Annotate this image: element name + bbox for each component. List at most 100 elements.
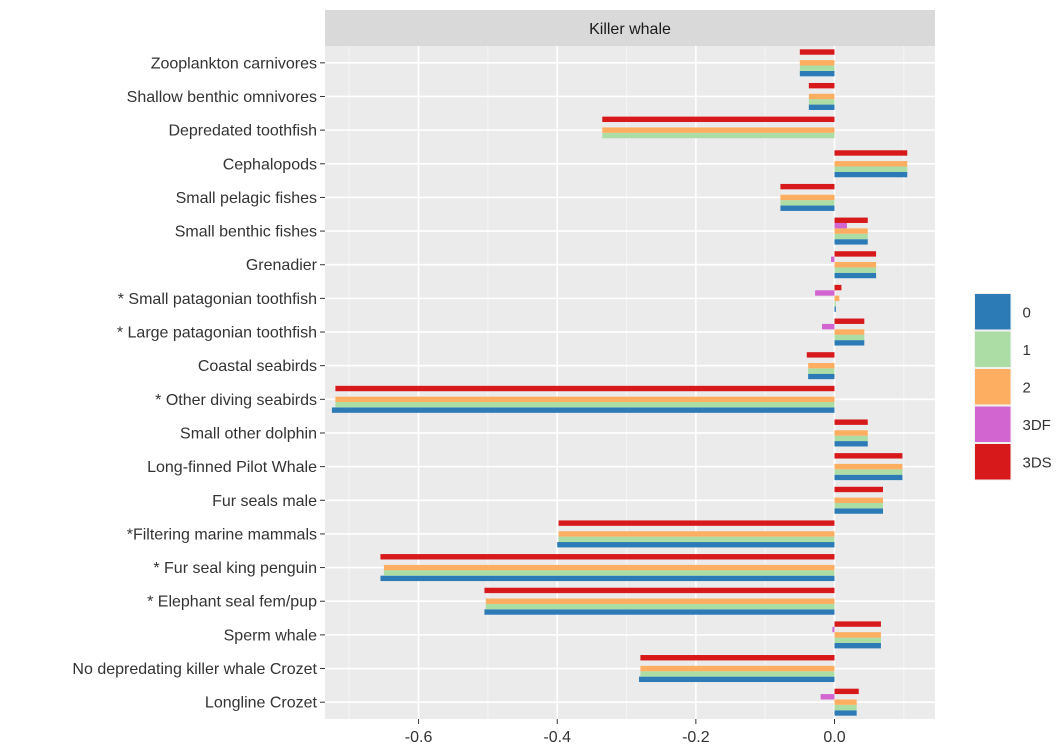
legend-swatch-3df [975,406,1011,442]
legend-label: 3DF [1023,417,1051,434]
bar-2 [834,295,840,302]
bar-3ds [834,150,908,156]
legend-swatch-2 [975,369,1011,405]
bar-0 [380,575,835,582]
bar-1 [383,570,835,576]
legend-label: 2 [1023,379,1031,396]
bar-3ds [834,453,903,459]
bar-2 [640,665,835,672]
bar-3ds [640,655,835,661]
bar-2 [834,699,857,705]
bar-1 [834,637,881,643]
bar-1 [834,704,857,711]
bar-3ds [806,352,835,358]
bar-3ds [380,554,835,560]
x-tick-label: -0.2 [682,729,710,746]
bar-0 [834,710,857,716]
y-tick-label: * Fur seal king penguin [153,560,317,577]
y-tick-label: Fur seals male [212,493,317,510]
bar-2 [834,497,884,503]
bar-0 [639,676,835,683]
bar-0 [834,239,868,245]
bar-3ds [799,49,835,55]
y-tick-label: Coastal seabirds [198,358,317,375]
y-tick-label: Shallow benthic omnivores [127,89,317,106]
bar-0 [484,609,835,615]
bar-2 [834,228,868,234]
bar-3df [831,256,835,263]
y-tick-label: No depredating killer whale Crozet [72,661,317,678]
bar-1 [799,65,835,71]
bar-2 [834,463,903,470]
bar-0 [834,642,881,649]
y-tick-label: Sperm whale [224,627,317,644]
bar-2 [602,127,835,133]
bar-3ds [834,688,859,695]
bar-0 [780,205,835,211]
bar-0 [808,373,835,380]
y-tick-label: Grenadier [246,257,318,274]
bar-0 [834,441,868,447]
bar-1 [602,132,835,139]
bar-1 [485,603,835,610]
bar-0 [557,542,835,548]
y-tick-label: * Other diving seabirds [155,392,317,409]
bar-2 [485,598,835,604]
bar-3ds [834,318,865,324]
y-tick-label: Small pelagic fishes [176,190,317,207]
bar-3df [820,694,835,700]
bar-3ds [602,116,835,123]
bar-3ds [780,183,835,190]
bar-1 [640,671,835,677]
y-tick-label: * Large patagonian toothfish [117,325,317,342]
bar-3ds [834,284,842,291]
bar-3df [832,626,835,633]
y-tick-label: *Filtering marine mammals [127,526,317,543]
legend-label: 3DS [1023,454,1052,471]
bar-3ds [484,587,835,594]
bar-1 [834,469,903,475]
bar-0 [834,306,836,312]
bar-2 [799,60,835,66]
bar-0 [834,272,877,279]
bar-1 [834,267,877,273]
bar-0 [834,171,908,178]
legend-swatch-0 [975,294,1011,330]
bars [331,49,908,716]
bar-0 [834,508,884,514]
y-tick-label: Long-finned Pilot Whale [147,459,317,476]
legend-label: 0 [1023,304,1031,321]
bar-3df [815,290,835,296]
bar-3ds [834,251,877,257]
bar-1 [834,334,865,341]
legend-swatch-3ds [975,444,1011,480]
y-tick-label: Small other dolphin [180,425,317,442]
y-tick-label: Longline Crozet [205,695,318,712]
legend: 0 1 2 3DF 3DS [974,293,1052,481]
bar-1 [558,536,835,543]
bar-2 [808,93,835,100]
bar-2 [558,531,835,537]
bar-2 [383,564,835,571]
bar-1 [834,301,836,307]
bar-3ds [558,520,835,526]
bar-2 [780,194,835,201]
bar-0 [834,340,865,346]
y-tick-label: * Elephant seal fem/pup [147,594,317,611]
bar-3ds [834,419,868,425]
bar-2 [834,632,881,638]
y-tick-label: Cephalopods [223,156,317,173]
facet-strip [325,10,935,46]
bar-1 [834,435,868,442]
x-tick-label: -0.6 [405,729,433,746]
y-tick-label: Zooplankton carnivores [151,55,317,72]
bar-1 [780,200,835,206]
bar-2 [834,430,868,436]
bar-1 [335,402,835,408]
x-tick-label: -0.4 [543,729,571,746]
bar-1 [808,99,835,105]
x-axis: -0.6 -0.4 -0.2 0.0 [405,719,846,746]
bar-2 [834,329,865,335]
bar-2 [335,396,835,403]
bar-3df [822,323,835,330]
